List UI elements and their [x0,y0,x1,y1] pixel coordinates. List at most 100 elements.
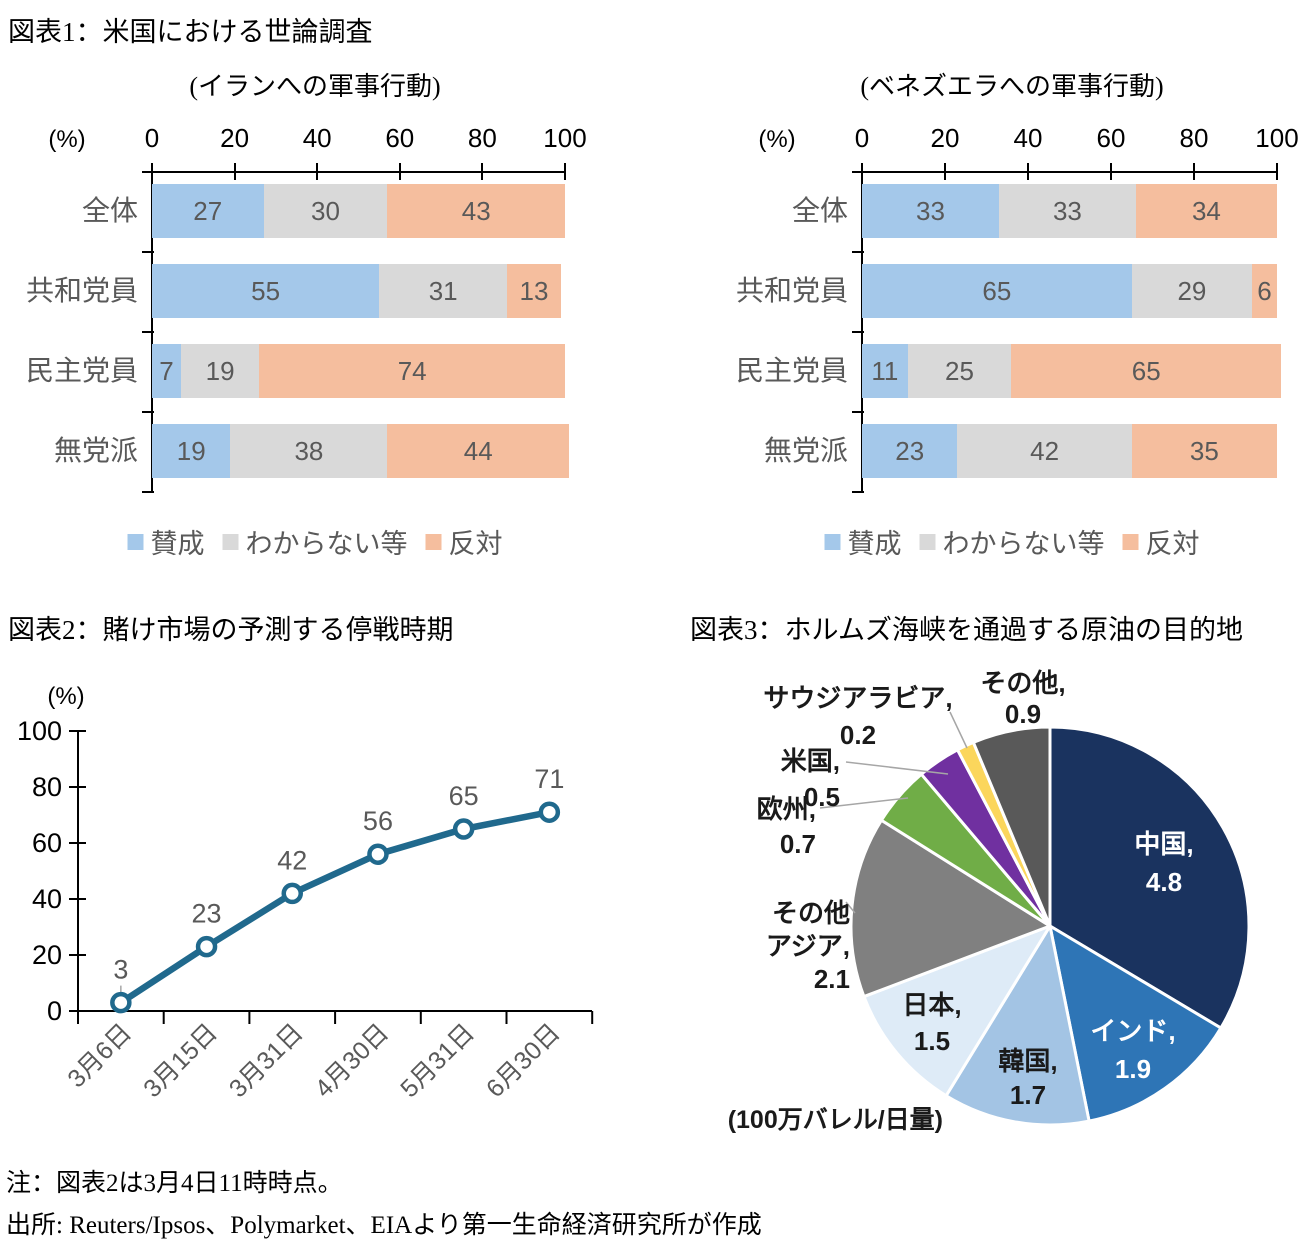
pie-slice-label-2: 韓国, [998,1046,1057,1076]
category-axis-tick [142,331,154,333]
data-point-label: 23 [192,899,222,929]
category-axis-tick [852,331,864,333]
legend-item: 反対 [1122,522,1200,561]
bar-segment-わからない等: 30 [263,184,388,238]
bar-segment-反対: 34 [1135,184,1277,238]
pie-slice-label-3: 日本, [902,990,961,1020]
legend-item: 賛成 [824,522,902,561]
x-category-label: 6月30日 [481,1018,566,1103]
category-axis-tick [142,251,154,253]
pie-label-leader-6 [845,761,949,775]
category-label: 共和党員 [25,275,138,306]
data-point-marker [538,801,561,823]
legend-label: 賛成 [150,529,205,559]
bar-segment-反対: 35 [1131,424,1277,478]
axis-tick-label: 20 [930,123,960,153]
pie-slice-label-4: 2.1 [814,964,850,994]
bar-value-label: 25 [945,356,974,386]
bar-segment-賛成: 11 [862,344,908,398]
pie-slice-label-4: アジア, [766,931,850,961]
legend-swatch [425,533,442,550]
bar-value-label: 31 [428,276,458,306]
bar-value-label: 33 [1052,196,1082,226]
bar-value-label: 55 [251,276,281,306]
legend-swatch [824,533,841,550]
category-label: 民主党員 [25,355,138,386]
figure1-iran-bar-chart: (イランへの軍事行動) (%) 0 20 40 60 80 100 全体 27 30 43 共和党員 55… [0,60,650,620]
pie-label-leader-7 [949,711,968,749]
pie-slice-1 [1048,924,1223,1123]
legend: 賛成 わからない等 反対 [127,522,503,561]
pie-slice-3 [862,924,1052,1098]
chart-subtitle: (ベネズエラへの軍事行動) [860,72,1164,101]
bar-value-label: 30 [310,196,340,226]
bar-segment-反対: 6 [1252,264,1277,318]
bar-segment-賛成: 55 [152,264,380,318]
note-line: 注：図表2は3月4日11時時点。 [6,1170,343,1197]
category-label: 無党派 [53,435,138,466]
figure2-line-chart: (%) 0 20 40 60 80 100 3 3月6日 23 3月15日 42 3月31日 56 4月30… [17,683,594,1103]
bar-segment-わからない等: 19 [180,344,260,398]
axis-tick-label: 80 [467,123,497,153]
bar-value-label: 38 [294,436,324,466]
bar-segment-賛成: 23 [862,424,958,478]
y-tick-label: 20 [32,940,62,970]
bar-value-label: 23 [895,436,925,466]
pie-slice-label-3: 1.5 [914,1026,950,1056]
bar-value-label: 44 [463,436,493,466]
data-point-marker [110,991,132,1014]
y-tick-label: 0 [47,996,62,1026]
figure3-title: 図表3：ホルムズ海峡を通過する原油の目的地 [690,615,1243,645]
pie-slice-8 [971,725,1052,928]
legend-label: 賛成 [847,529,902,559]
bar-value-label: 7 [159,356,174,386]
pie-slice-label-5: 0.7 [780,829,816,859]
x-category-label: 5月31日 [395,1018,480,1103]
category-axis-tick [142,171,154,173]
x-category-label: 4月30日 [310,1018,395,1103]
bar-segment-賛成: 33 [862,184,999,238]
axis-tick-label: 80 [1179,123,1209,153]
category-axis-tick [852,251,864,253]
pie-slice-label-1: 1.9 [1115,1054,1151,1084]
pie-slice-2 [944,924,1091,1127]
bar-value-label: 35 [1189,436,1219,466]
pie-label-leader-4 [845,901,856,914]
legend-item: わからない等 [919,522,1105,561]
category-label: 共和党員 [735,275,848,306]
pie-slice-label-2: 1.7 [1010,1080,1046,1110]
bar-segment-わからない等: 42 [957,424,1132,478]
bar-segment-わからない等: 29 [1131,264,1253,318]
category-label: 全体 [81,195,138,226]
category-axis-tick [142,411,154,413]
legend-item: わからない等 [222,522,408,561]
bar-segment-反対: 74 [259,344,565,398]
bar-value-label: 43 [461,196,491,226]
axis-tick-label: 0 [144,123,160,153]
y-tick-label: 80 [32,772,62,802]
bar-value-label: 6 [1257,276,1272,306]
legend-label: わからない等 [245,529,408,559]
category-label: 全体 [791,195,848,226]
bar-segment-わからない等: 38 [230,424,388,478]
bar-value-label: 74 [397,356,427,386]
data-point-label: 71 [534,764,564,794]
pie-slice-label-5: 欧州, [757,794,816,824]
bar-value-label: 19 [205,356,235,386]
legend-item: 反対 [425,522,503,561]
pie-unit-label: (100万バレル/日量) [728,1106,943,1134]
data-point-label: 56 [363,806,393,836]
axis-unit-label: (%) [48,126,86,153]
bar-segment-反対: 43 [387,184,565,238]
data-point-label: 42 [277,845,307,875]
figure1-title: 図表1：米国における世論調査 [8,17,373,47]
value-axis-line [861,171,1278,173]
pie-slice-label-8: 0.9 [1005,699,1041,729]
pie-slice-4 [849,818,1052,999]
bar-segment-賛成: 27 [152,184,264,238]
pie-slice-label-1: インド, [1090,1016,1175,1046]
x-category-label: 3月31日 [224,1018,309,1103]
pie-slice-label-8: その他, [980,668,1065,698]
axis-tick-label: 20 [220,123,250,153]
